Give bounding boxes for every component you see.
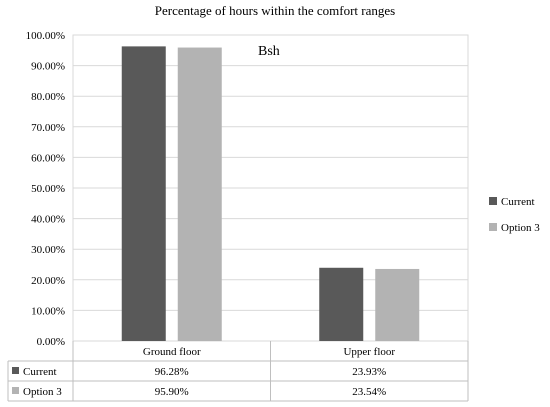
table-value-cell: 23.93% xyxy=(352,366,386,378)
x-category-label: Ground floor xyxy=(143,346,201,358)
y-tick-label: 10.00% xyxy=(31,305,65,317)
legend: Current Option 3 xyxy=(489,196,540,234)
legend-swatch xyxy=(489,223,497,231)
y-tick-label: 50.00% xyxy=(31,183,65,195)
table-legend-key xyxy=(12,387,19,394)
chart-title: Percentage of hours within the comfort r… xyxy=(155,3,395,18)
legend-label: Current xyxy=(501,196,535,208)
annotation-bsh: Bsh xyxy=(258,44,280,59)
bars xyxy=(121,46,420,342)
bar-current-upper-floor xyxy=(319,267,364,341)
bar-option-3-upper-floor xyxy=(375,268,420,341)
y-tick-label: 70.00% xyxy=(31,122,65,134)
x-category-label: Upper floor xyxy=(343,346,395,358)
y-tick-label: 90.00% xyxy=(31,61,65,73)
bar-option-3-ground-floor xyxy=(177,47,222,342)
y-tick-label: 0.00% xyxy=(37,336,65,348)
y-tick-label: 40.00% xyxy=(31,214,65,226)
legend-swatch xyxy=(489,197,497,205)
legend-label: Option 3 xyxy=(501,222,540,234)
y-tick-label: 80.00% xyxy=(31,91,65,103)
table-series-name: Option 3 xyxy=(23,386,62,398)
bar-current-ground-floor xyxy=(121,46,166,341)
table-value-cell: 96.28% xyxy=(155,366,189,378)
y-tick-label: 30.00% xyxy=(31,244,65,256)
y-tick-label: 20.00% xyxy=(31,275,65,287)
y-axis: 0.00% 10.00% 20.00% 30.00% 40.00% 50.00% 60.00… xyxy=(26,30,65,348)
table-legend-key xyxy=(12,367,19,374)
data-table: Ground floor Upper floor Current 96.28% 23.9… xyxy=(7,341,469,402)
y-tick-label: 60.00% xyxy=(31,152,65,164)
table-series-name: Current xyxy=(23,366,57,378)
table-value-cell: 23.54% xyxy=(352,386,386,398)
y-tick-label: 100.00% xyxy=(26,30,65,42)
table-value-cell: 95.90% xyxy=(155,386,189,398)
